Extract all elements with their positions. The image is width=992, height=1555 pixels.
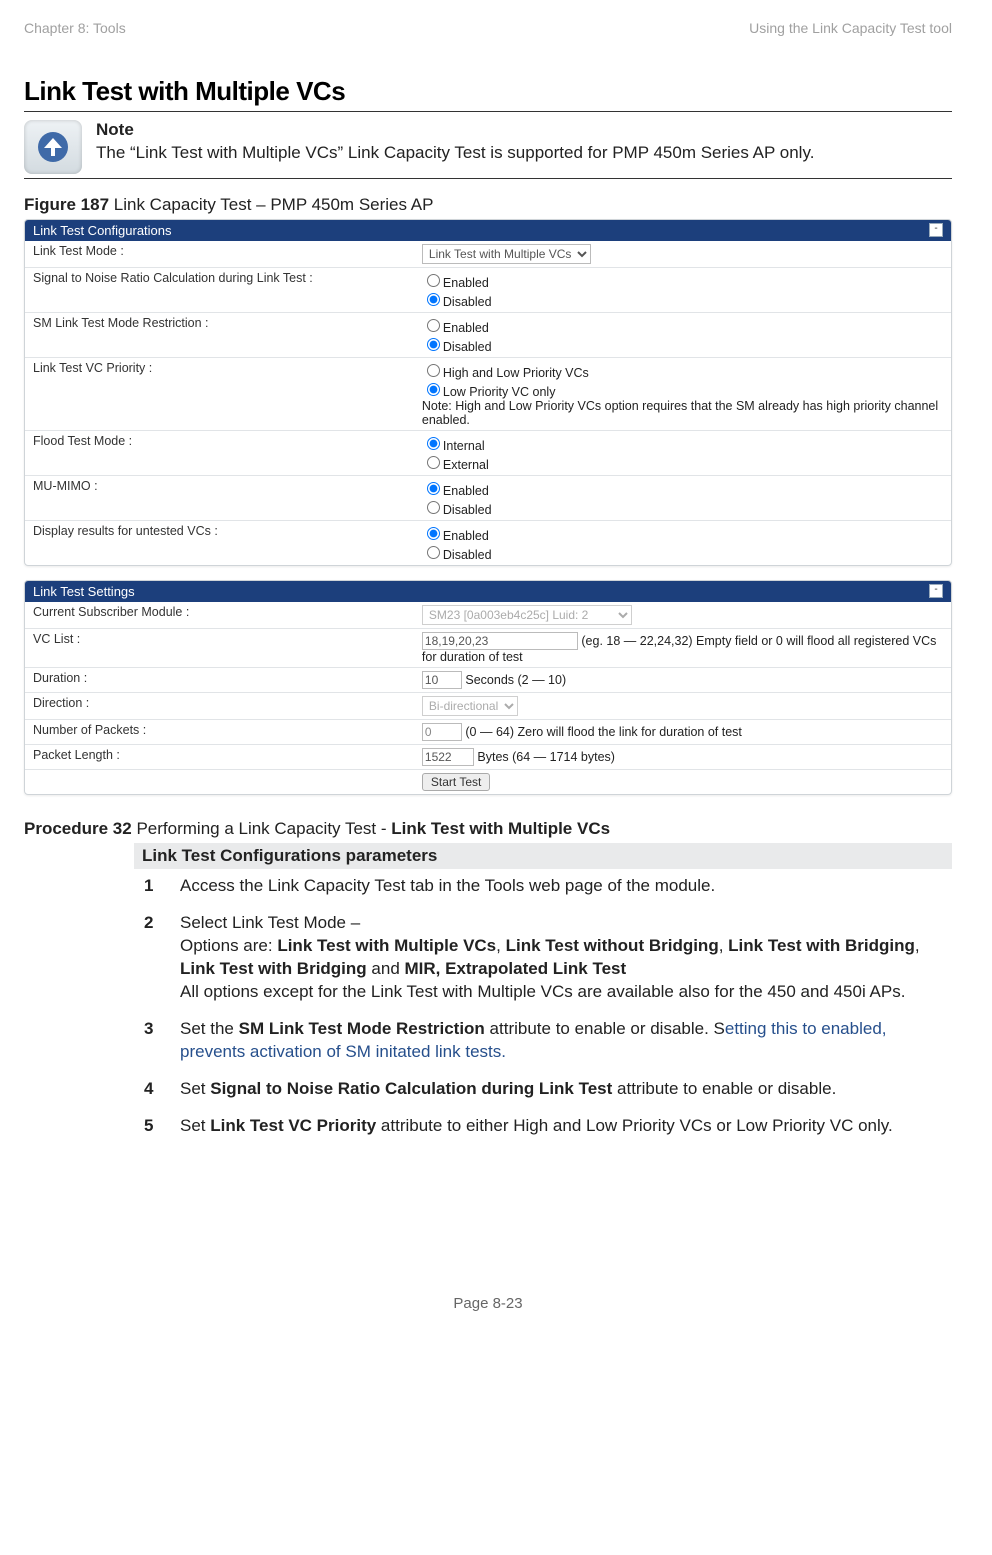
prio-note: Note: High and Low Priority VCs option r… (422, 399, 943, 427)
collapse-icon[interactable]: - (929, 584, 943, 598)
step-4: Set Signal to Noise Ratio Calculation du… (180, 1078, 942, 1101)
step-3: Set the SM Link Test Mode Restriction at… (180, 1018, 942, 1064)
label-disabled: Disabled (443, 548, 492, 562)
mumimo-disabled-radio[interactable] (427, 501, 440, 514)
procedure-number: Procedure 32 (24, 819, 132, 838)
vclist-label: VC List : (25, 629, 414, 668)
duration-label: Duration : (25, 668, 414, 693)
label-disabled: Disabled (443, 503, 492, 517)
untested-label: Display results for untested VCs : (25, 521, 414, 566)
link-test-mode-select[interactable]: Link Test with Multiple VCs (422, 244, 591, 264)
mumimo-label: MU-MIMO : (25, 476, 414, 521)
label-prio-high: High and Low Priority VCs (443, 366, 589, 380)
step-number: 5 (144, 1115, 170, 1138)
rule (24, 178, 952, 179)
panel-link-test-configurations: Link Test Configurations - Link Test Mod… (24, 219, 952, 566)
vclist-input[interactable] (422, 632, 578, 650)
flood-label: Flood Test Mode : (25, 431, 414, 476)
direction-label: Direction : (25, 693, 414, 720)
npackets-hint: (0 — 64) Zero will flood the link for du… (462, 725, 742, 739)
label-disabled: Disabled (443, 295, 492, 309)
procedure-caption: Procedure 32 Performing a Link Capacity … (24, 819, 952, 839)
label-enabled: Enabled (443, 321, 489, 335)
procedure-caption-text: Performing a Link Capacity Test - (132, 819, 392, 838)
mumimo-enabled-radio[interactable] (427, 482, 440, 495)
prio-label: Link Test VC Priority : (25, 358, 414, 431)
npackets-label: Number of Packets : (25, 720, 414, 745)
procedure-caption-bold: Link Test with Multiple VCs (391, 819, 610, 838)
snr-disabled-radio[interactable] (427, 293, 440, 306)
prio-low-radio[interactable] (427, 383, 440, 396)
panel2-title: Link Test Settings (33, 584, 135, 599)
plen-hint: Bytes (64 — 1714 bytes) (474, 750, 615, 764)
step-number: 2 (144, 912, 170, 1004)
note-label: Note (96, 120, 814, 140)
plen-label: Packet Length : (25, 745, 414, 770)
snr-enabled-radio[interactable] (427, 274, 440, 287)
note-block: Note The “Link Test with Multiple VCs” L… (24, 120, 952, 174)
direction-select[interactable]: Bi-directional (422, 696, 518, 716)
procedure-heading: Link Test Configurations parameters (134, 843, 952, 869)
step-1: Access the Link Capacity Test tab in the… (180, 875, 942, 898)
rule (24, 111, 952, 112)
prio-high-radio[interactable] (427, 364, 440, 377)
panel-link-test-settings: Link Test Settings - Current Subscriber … (24, 580, 952, 795)
flood-internal-radio[interactable] (427, 437, 440, 450)
section-title: Link Test with Multiple VCs (24, 76, 952, 107)
figure-caption-text: Link Capacity Test – PMP 450m Series AP (109, 195, 433, 214)
label-enabled: Enabled (443, 529, 489, 543)
label-external: External (443, 458, 489, 472)
plen-input[interactable] (422, 748, 474, 766)
header-right: Using the Link Capacity Test tool (749, 20, 952, 36)
info-icon (24, 120, 82, 174)
label-enabled: Enabled (443, 276, 489, 290)
header-left: Chapter 8: Tools (24, 20, 126, 36)
step-5: Set Link Test VC Priority attribute to e… (180, 1115, 942, 1138)
panel1-title: Link Test Configurations (33, 223, 172, 238)
flood-external-radio[interactable] (427, 456, 440, 469)
note-text: The “Link Test with Multiple VCs” Link C… (96, 142, 814, 165)
csm-select[interactable]: SM23 [0a003eb4c25c] Luid: 2 (422, 605, 632, 625)
figure-number: Figure 187 (24, 195, 109, 214)
snr-label: Signal to Noise Ratio Calculation during… (25, 268, 414, 313)
smrest-enabled-radio[interactable] (427, 319, 440, 332)
page-footer: Page 8-23 (24, 1295, 952, 1312)
start-test-button[interactable]: Start Test (422, 773, 490, 791)
label-disabled: Disabled (443, 340, 492, 354)
label-internal: Internal (443, 439, 485, 453)
untested-disabled-radio[interactable] (427, 546, 440, 559)
csm-label: Current Subscriber Module : (25, 602, 414, 629)
collapse-icon[interactable]: - (929, 223, 943, 237)
label-enabled: Enabled (443, 484, 489, 498)
step-number: 3 (144, 1018, 170, 1064)
duration-input[interactable] (422, 671, 462, 689)
figure-caption: Figure 187 Link Capacity Test – PMP 450m… (24, 195, 952, 215)
step-number: 1 (144, 875, 170, 898)
smrest-disabled-radio[interactable] (427, 338, 440, 351)
step-2: Select Link Test Mode – Options are: Lin… (180, 912, 942, 1004)
mode-label: Link Test Mode : (25, 241, 414, 268)
untested-enabled-radio[interactable] (427, 527, 440, 540)
npackets-input[interactable] (422, 723, 462, 741)
step-number: 4 (144, 1078, 170, 1101)
sm-rest-label: SM Link Test Mode Restriction : (25, 313, 414, 358)
duration-hint: Seconds (2 — 10) (462, 673, 566, 687)
label-prio-low: Low Priority VC only (443, 385, 556, 399)
